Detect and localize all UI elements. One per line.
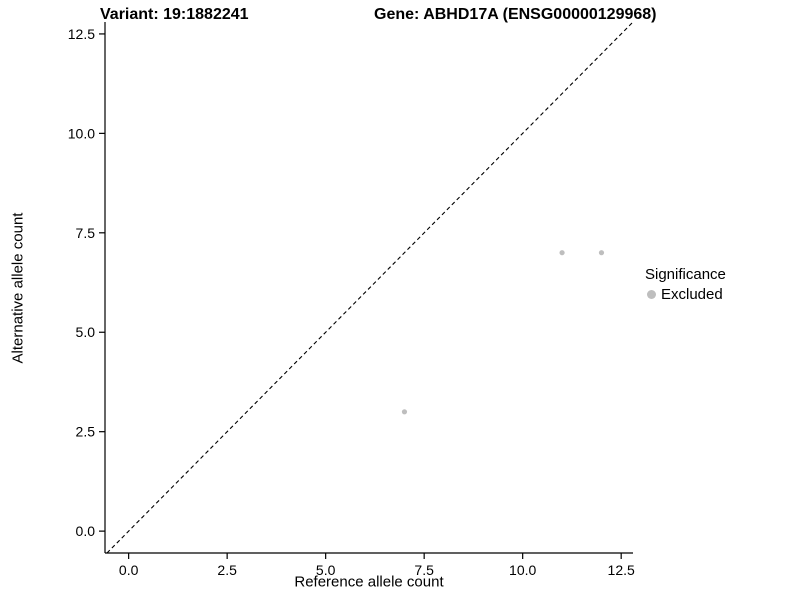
identity-line (106, 21, 634, 554)
y-tick-label: 5.0 (76, 324, 96, 340)
data-point (559, 250, 565, 256)
y-tick-label: 2.5 (76, 424, 96, 440)
y-axis-label: Alternative allele count (9, 212, 27, 364)
y-tick-label: 12.5 (68, 26, 95, 42)
data-point (401, 409, 408, 415)
data-point (598, 250, 605, 256)
legend-item-label: Excluded (661, 286, 723, 303)
chart-title-variant: Variant: 19:1882241 (100, 6, 249, 23)
y-tick-label: 0.0 (76, 523, 96, 539)
legend: Significance Excluded (645, 266, 726, 303)
legend-item-excluded: Excluded (645, 286, 726, 303)
chart-title-gene: Gene: ABHD17A (ENSG00000129968) (374, 6, 657, 23)
x-tick-label: 10.0 (509, 562, 536, 578)
y-tick-label: 7.5 (76, 225, 96, 241)
x-tick-label: 0.0 (119, 562, 139, 578)
x-tick-label: 2.5 (217, 562, 237, 578)
legend-point-swatch (647, 290, 656, 299)
legend-title: Significance (645, 266, 726, 283)
x-axis-label: Reference allele count (294, 573, 444, 591)
x-tick-label: 5.0 (316, 562, 336, 578)
y-tick-label: 10.0 (68, 125, 95, 141)
x-tick-label: 12.5 (608, 562, 635, 578)
x-tick-label: 7.5 (414, 562, 434, 578)
